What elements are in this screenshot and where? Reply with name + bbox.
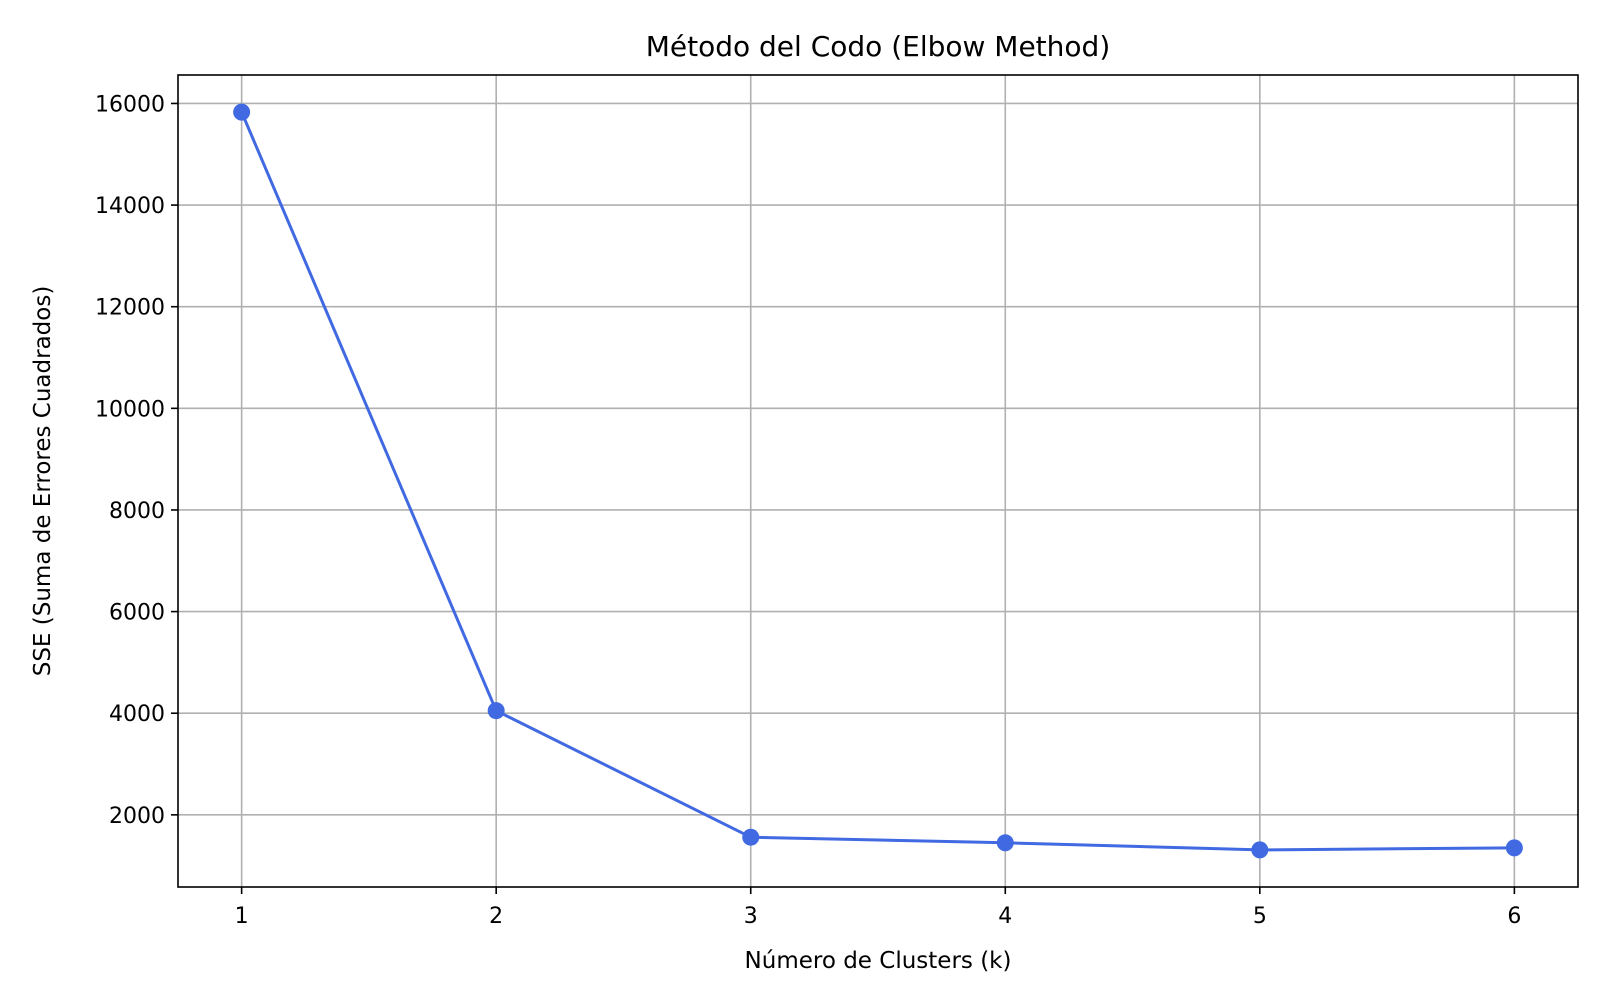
y-tick-label: 16000 [95,92,165,117]
y-tick-label: 4000 [109,702,165,727]
x-axis-title: Número de Clusters (k) [745,948,1012,974]
series-line [240,111,1515,852]
data-point [742,828,760,846]
data-point [1251,841,1269,859]
data-point [233,103,251,121]
x-tick-label: 5 [1253,904,1267,929]
y-tick-label: 6000 [109,601,165,626]
y-tick-label: 12000 [95,296,165,321]
data-point [1505,839,1523,857]
grid [178,75,1578,887]
x-tick-label: 2 [489,904,503,929]
y-tick-label: 14000 [95,194,165,219]
ticks: 1 2 3 4 5 6 2000 4000 6000 8000 10000 12000 14000 160… [95,92,1521,929]
y-tick-label: 10000 [95,397,165,422]
chart-title: Método del Codo (Elbow Method) [646,30,1111,63]
y-axis-title: SSE (Suma de Errores Cuadrados) [30,286,56,677]
x-tick-label: 6 [1507,904,1521,929]
x-tick-label: 1 [235,904,249,929]
data-point [487,702,505,720]
y-tick-label: 2000 [109,804,165,829]
series [233,103,1523,859]
x-tick-label: 4 [998,904,1012,929]
y-tick-label: 8000 [109,499,165,524]
data-point [996,834,1014,852]
x-tick-label: 3 [744,904,758,929]
plot-frame [177,74,1579,888]
